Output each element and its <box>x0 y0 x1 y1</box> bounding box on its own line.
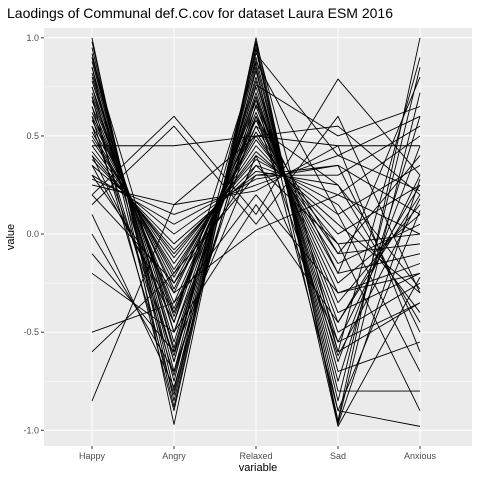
series-line <box>91 84 421 357</box>
series-line <box>91 145 421 352</box>
series-line <box>91 155 421 353</box>
series-line <box>91 112 421 294</box>
series-line <box>91 164 421 353</box>
series-line <box>91 159 421 323</box>
series-line <box>91 135 421 270</box>
y-tick-label: -1.0 <box>23 425 39 435</box>
series-line <box>91 73 421 363</box>
series-line <box>91 76 421 376</box>
series-line <box>91 61 421 382</box>
series-line <box>91 47 421 423</box>
y-axis-title: value <box>5 224 17 250</box>
chart-title: Laodings of Communal def.C.cov for datas… <box>7 5 393 21</box>
series-line <box>91 78 421 215</box>
series-line <box>91 164 421 411</box>
series-line <box>91 57 421 333</box>
series-line <box>91 115 421 294</box>
x-axis-ticks: Happy Angry Relaxed Sad Anxious <box>79 446 437 461</box>
y-tick-label: 0.0 <box>26 229 39 239</box>
x-tick-label: Sad <box>330 451 346 461</box>
series-line <box>91 60 421 372</box>
series-line <box>91 151 421 313</box>
series-line <box>91 37 421 425</box>
series-line <box>91 184 421 333</box>
plot-panel <box>44 28 472 446</box>
series-line <box>91 139 421 294</box>
y-tick-label: 1.0 <box>26 33 39 43</box>
series-lines <box>91 37 421 427</box>
series-line <box>91 41 421 408</box>
series-line <box>91 96 421 412</box>
x-tick-label: Relaxed <box>239 451 272 461</box>
y-tick-label: -0.5 <box>23 327 39 337</box>
y-tick-label: 0.5 <box>26 131 39 141</box>
x-tick-label: Happy <box>79 451 106 461</box>
x-tick-label: Anxious <box>404 451 437 461</box>
series-line <box>91 66 421 427</box>
series-line <box>91 115 421 215</box>
series-line <box>91 53 421 363</box>
y-axis-ticks: -1.0 -0.5 0.0 0.5 1.0 <box>23 33 44 435</box>
series-line <box>91 125 421 314</box>
x-axis-title: variable <box>239 462 278 474</box>
x-tick-label: Angry <box>162 451 186 461</box>
